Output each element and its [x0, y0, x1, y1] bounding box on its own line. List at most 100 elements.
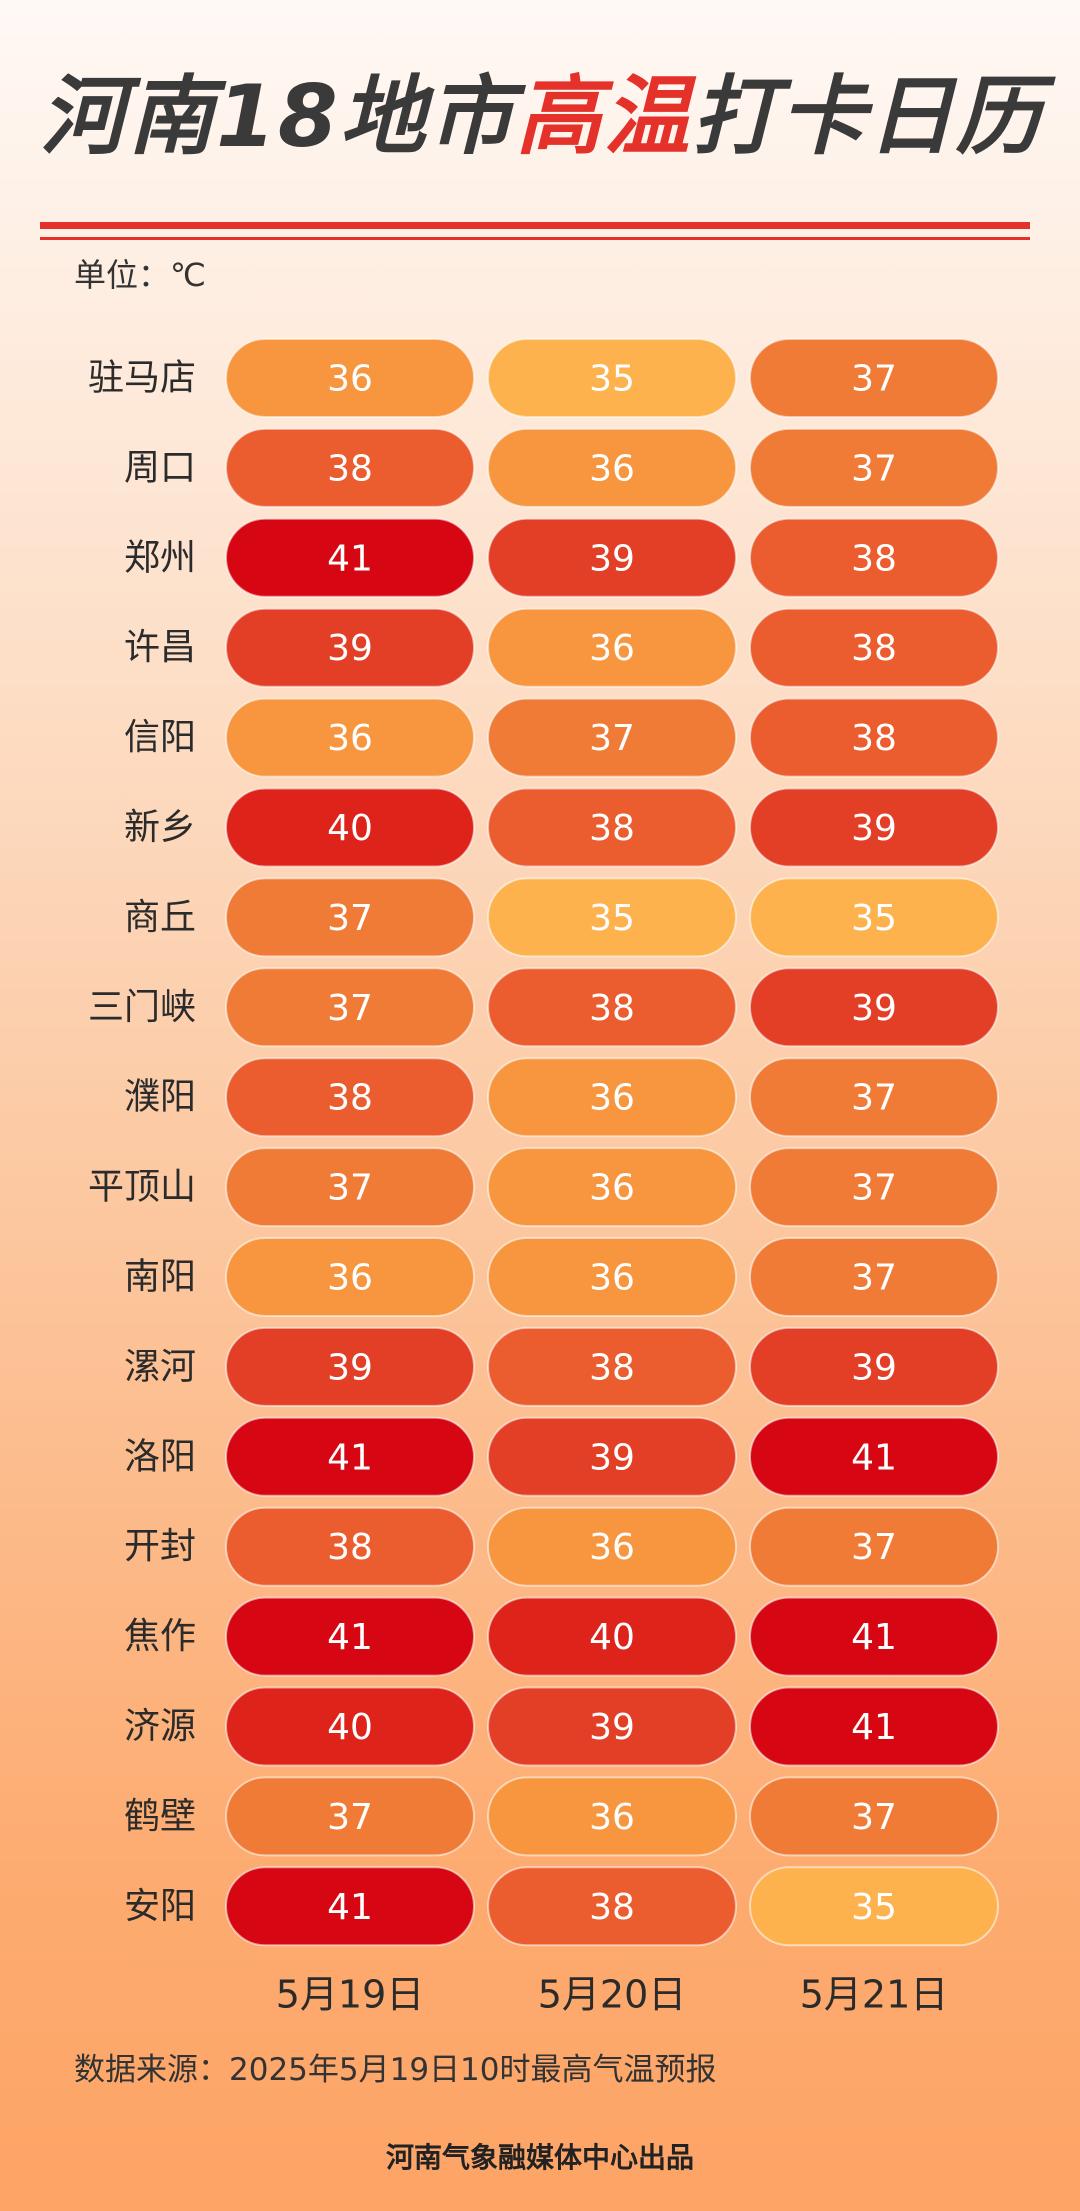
temperature-pill [749, 338, 999, 418]
temperature-value: 41 [851, 1617, 897, 1658]
temperature-value: 37 [589, 718, 635, 759]
temperature-cell: 36 [225, 1237, 475, 1317]
temperature-value: 35 [851, 1887, 897, 1928]
temperature-pill [487, 1416, 737, 1497]
temperature-value: 38 [851, 538, 897, 579]
temperature-cell: 40 [225, 787, 475, 868]
temperature-cell: 38 [487, 1866, 737, 1947]
temperature-value: 39 [589, 1707, 635, 1748]
temperature-cell: 37 [749, 1057, 999, 1138]
temperature-value: 41 [851, 1707, 897, 1748]
temperature-cell: 37 [225, 967, 475, 1048]
temperature-value: 37 [851, 359, 897, 400]
date-column-label: 5月20日 [538, 1972, 687, 2016]
city-label: 济源 [124, 1706, 196, 1747]
city-label: 平顶山 [88, 1167, 196, 1208]
temperature-pill [749, 1147, 999, 1228]
date-column-label: 5月21日 [800, 1972, 949, 2016]
unit-label: 单位：℃ [74, 256, 206, 294]
temperature-cell: 35 [749, 1866, 999, 1947]
temperature-pill [749, 427, 999, 508]
temperature-cell: 41 [749, 1596, 999, 1677]
temperature-value: 36 [327, 1258, 373, 1299]
temperature-value: 40 [327, 808, 373, 849]
temperature-cell: 36 [487, 1147, 737, 1228]
temperature-pill [225, 517, 475, 598]
temperature-pill [487, 607, 737, 688]
temperature-pill [487, 787, 737, 868]
title-underline-thick [40, 222, 1030, 229]
city-label: 信阳 [124, 717, 196, 758]
temperature-value: 35 [589, 359, 635, 400]
temperature-cell: 37 [749, 1237, 999, 1317]
data-source: 数据来源：2025年5月19日10时最高气温预报 [74, 2052, 717, 2088]
temperature-value: 36 [589, 628, 635, 669]
temperature-value: 37 [327, 1797, 373, 1838]
temperature-pill [225, 1057, 475, 1138]
temperature-cell: 38 [487, 787, 737, 868]
title-highlight: 高温 [515, 67, 692, 167]
temperature-cell: 41 [225, 1596, 475, 1677]
temperature-value: 39 [851, 808, 897, 849]
temperature-pill [225, 787, 475, 868]
temperature-cell: 37 [225, 1776, 475, 1857]
city-label: 开封 [124, 1526, 196, 1567]
title-block: 河南18地市高温打卡日历 [40, 62, 1042, 240]
temperature-value: 39 [327, 1347, 373, 1388]
temperature-value: 38 [589, 808, 635, 849]
temperature-pill [749, 517, 999, 598]
temperature-value: 37 [327, 898, 373, 939]
temperature-cell: 38 [749, 517, 999, 598]
publisher-credit: 河南气象融媒体中心出品 [385, 2141, 694, 2174]
temperature-cell: 36 [487, 1237, 737, 1317]
temperature-pill [487, 1686, 737, 1767]
temperature-pill [749, 967, 999, 1048]
temperature-value: 41 [327, 1617, 373, 1658]
temperature-value: 41 [851, 1437, 897, 1478]
temperature-cell: 41 [749, 1686, 999, 1767]
temperature-value: 39 [851, 988, 897, 1029]
temperature-cell: 36 [487, 1057, 737, 1138]
temperature-cell: 37 [487, 697, 737, 778]
temperature-cell: 35 [487, 338, 737, 418]
temperature-pill [225, 1416, 475, 1497]
temperature-value: 37 [851, 1527, 897, 1568]
temperature-pill [225, 877, 475, 958]
temperature-pill [749, 787, 999, 868]
temperature-pill [487, 1776, 737, 1857]
temperature-value: 39 [589, 1437, 635, 1478]
temperature-cell: 38 [487, 967, 737, 1048]
temperature-cell: 37 [225, 877, 475, 958]
temperature-value: 37 [851, 1797, 897, 1838]
temperature-value: 38 [589, 1347, 635, 1388]
temperature-cell: 39 [225, 607, 475, 688]
temperature-pill [487, 427, 737, 508]
temperature-pill [487, 1866, 737, 1947]
temperature-value: 38 [327, 1078, 373, 1119]
temperature-value: 39 [589, 538, 635, 579]
temperature-pill [487, 877, 737, 958]
temperature-cell: 39 [225, 1326, 475, 1407]
city-label: 商丘 [124, 897, 196, 938]
title-underline-thin [40, 237, 1030, 240]
temperature-calendar-chart: 驻马店 36 35 37 周口 38 36 37 郑州 41 39 38 许昌 39 36 38 信阳 36 37 3… [88, 338, 999, 2016]
city-label: 安阳 [124, 1886, 196, 1927]
temperature-cell: 38 [225, 1506, 475, 1587]
temperature-pill [487, 1326, 737, 1407]
city-label: 洛阳 [124, 1436, 196, 1477]
city-label: 郑州 [124, 537, 196, 578]
temperature-cell: 38 [749, 607, 999, 688]
date-column-label: 5月19日 [276, 1972, 425, 2016]
title-prefix: 河南18地市 [40, 67, 516, 167]
temperature-pill [225, 1506, 475, 1587]
temperature-cell: 37 [749, 338, 999, 418]
temperature-pill [487, 1237, 737, 1317]
temperature-pill [487, 1506, 737, 1587]
temperature-pill [749, 1057, 999, 1138]
temperature-cell: 41 [225, 517, 475, 598]
temperature-value: 35 [589, 898, 635, 939]
temperature-cell: 35 [487, 877, 737, 958]
temperature-value: 41 [327, 538, 373, 579]
temperature-pill [749, 607, 999, 688]
temperature-value: 38 [851, 718, 897, 759]
